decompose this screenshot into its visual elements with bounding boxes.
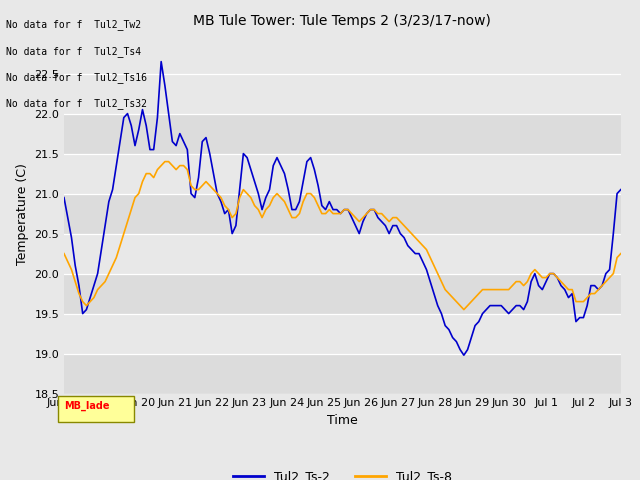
Tul2_Ts-8 [460,307,468,312]
Tul2_Ts-2 [460,352,468,358]
Bar [64,313,621,354]
Tul2_Ts-8 [161,159,169,165]
Legend: Tul2_Ts-2, Tul2_Ts-8: Tul2_Ts-2, Tul2_Ts-8 [228,465,457,480]
Tul2_Ts-8 [617,251,625,256]
Tul2_Ts-2 [617,187,625,192]
Bar [64,274,621,313]
Tul2_Ts-2 [60,195,68,201]
Tul2_Ts-2 [247,167,255,172]
Line: Tul2_Ts-8: Tul2_Ts-8 [64,162,621,310]
Bar [64,234,621,274]
Tul2_Ts-8 [247,195,255,201]
Tul2_Ts-2 [157,59,165,64]
Text: MB_lade: MB_lade [64,401,109,411]
Text: No data for f  Tul2_Tw2: No data for f Tul2_Tw2 [6,19,141,30]
Bar [64,354,621,394]
Tul2_Ts-8 [449,295,456,300]
Text: No data for f  Tul2_Ts4: No data for f Tul2_Ts4 [6,46,141,57]
Tul2_Ts-2 [355,231,363,237]
Tul2_Ts-8 [378,211,385,216]
Tul2_Ts-2 [449,335,456,340]
Title: MB Tule Tower: Tule Temps 2 (3/23/17-now): MB Tule Tower: Tule Temps 2 (3/23/17-now… [193,14,492,28]
Bar [64,154,621,193]
X-axis label: Time: Time [327,414,358,427]
Tul2_Ts-8 [284,207,292,213]
Tul2_Ts-8 [527,271,535,276]
Bar [64,193,621,234]
Tul2_Ts-2 [284,187,292,192]
Tul2_Ts-2 [527,279,535,285]
Bar [64,73,621,114]
Tul2_Ts-8 [355,219,363,225]
Y-axis label: Temperature (C): Temperature (C) [16,163,29,264]
Text: No data for f  Tul2_Ts16: No data for f Tul2_Ts16 [6,72,147,83]
Tul2_Ts-2 [378,219,385,225]
Line: Tul2_Ts-2: Tul2_Ts-2 [64,61,621,355]
Tul2_Ts-8 [60,251,68,256]
Bar [64,114,621,154]
Text: No data for f  Tul2_Ts32: No data for f Tul2_Ts32 [6,98,147,109]
